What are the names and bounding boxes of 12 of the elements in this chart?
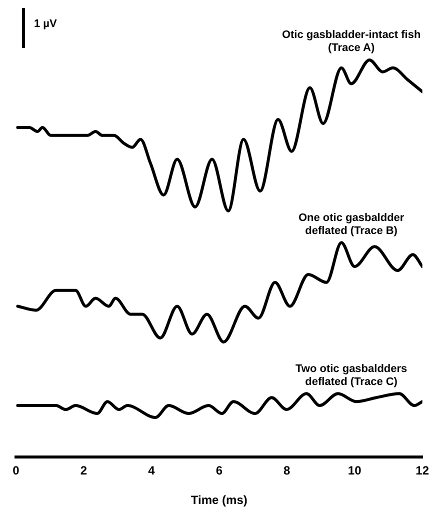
x-tick-label: 8 xyxy=(284,464,291,478)
x-tick-label: 10 xyxy=(348,464,362,478)
text: Otic gasbladder-intact fish (Trace A) xyxy=(280,28,422,55)
series-label: Two otic gasbaldders deflated (Trace C) xyxy=(294,362,408,389)
text: 1 µV xyxy=(34,18,57,30)
x-tick-label: 2 xyxy=(80,464,88,478)
x-tick-label: 6 xyxy=(216,464,223,478)
x-axis-title: Time (ms) xyxy=(190,493,248,508)
x-tick-label: 0 xyxy=(12,464,20,478)
x-tick-label: 12 xyxy=(416,464,430,478)
x-tick-label: 4 xyxy=(148,464,156,478)
series-label: One otic gasbaldder deflated (Trace B) xyxy=(297,212,406,238)
